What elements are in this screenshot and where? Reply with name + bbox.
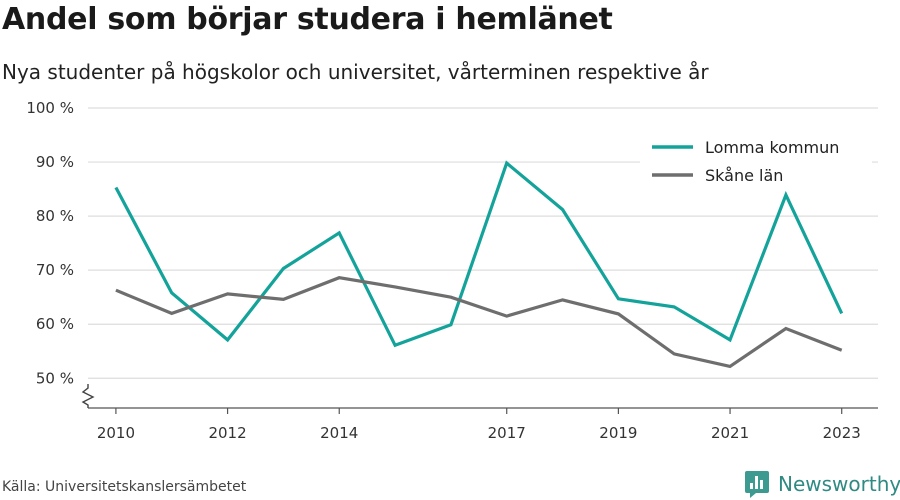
chart-title: Andel som börjar studera i hemlänet: [2, 2, 613, 37]
y-axis-ticks: 50 % 60 % 70 % 80 % 90 % 100 %: [26, 99, 74, 387]
brand-name: Newsworthy: [778, 472, 900, 496]
y-tick-label: 60 %: [36, 315, 74, 333]
source-note: Källa: Universitetskanslersämbetet: [2, 479, 247, 495]
y-tick-label: 70 %: [36, 261, 74, 279]
legend-label: Lomma kommun: [705, 138, 839, 157]
x-axis: [81, 384, 878, 409]
x-tick-label: 2023: [823, 424, 861, 442]
x-axis-ticks: 2010 2012 2014 2017 2019 2021 2023: [97, 408, 861, 442]
legend-label: Skåne län: [705, 166, 783, 185]
newsworthy-logo-icon: [745, 471, 769, 498]
y-tick-label: 50 %: [36, 369, 74, 387]
y-tick-label: 80 %: [36, 207, 74, 225]
y-tick-label: 90 %: [36, 153, 74, 171]
chart-subtitle: Nya studenter på högskolor och universit…: [2, 60, 709, 84]
grid-lines: [88, 107, 878, 379]
legend-box: [640, 128, 872, 188]
x-tick-label: 2017: [488, 424, 526, 442]
series-line: [115, 276, 843, 369]
x-tick-label: 2010: [97, 424, 135, 442]
series-lines: [114, 160, 844, 369]
series-line: [114, 160, 844, 348]
line-chart: 50 %60 %70 %80 %90 %100 % 2010 2012 2014 20…: [26, 99, 878, 442]
x-tick-label: 2021: [711, 424, 749, 442]
legend: Lomma kommun Skåne län: [640, 128, 872, 188]
x-tick-label: 2012: [208, 424, 246, 442]
axis-break-icon: [81, 384, 95, 408]
x-tick-label: 2019: [599, 424, 637, 442]
brand-logo: Newsworthy: [744, 470, 900, 498]
x-tick-label: 2014: [320, 424, 358, 442]
y-tick-label: 100 %: [26, 99, 74, 117]
